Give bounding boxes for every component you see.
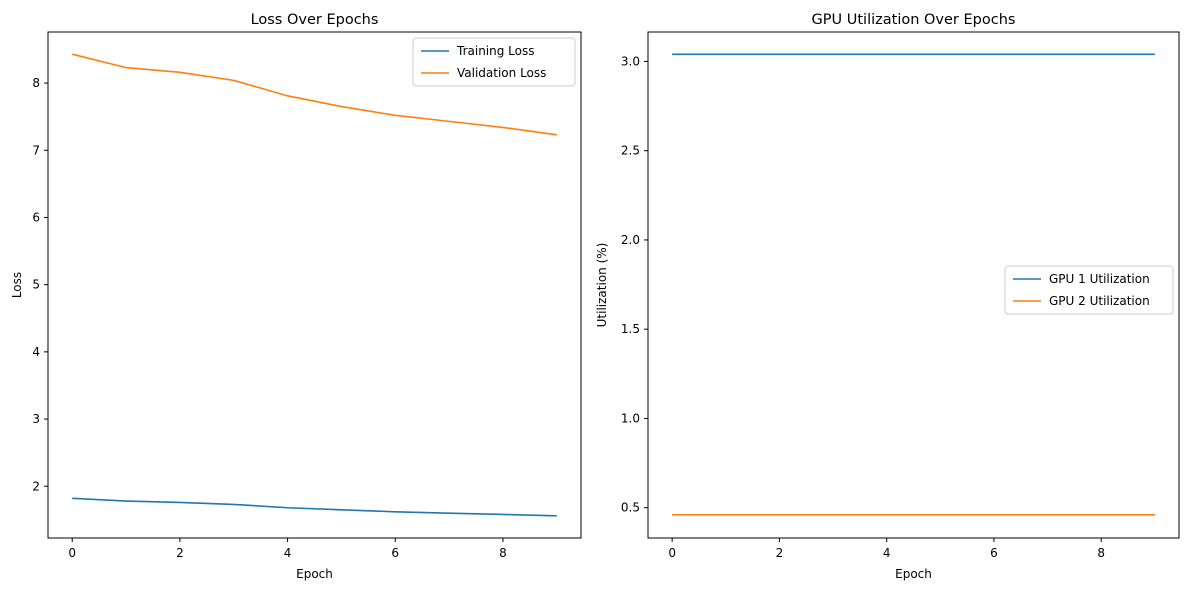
gpu-chart-panel: GPU Utilization Over Epochs 0 2 4 6 8 0.5 1.0… bbox=[595, 12, 1180, 581]
loss-x-axis-label: Epoch bbox=[296, 567, 333, 581]
y-tick-label: 5 bbox=[32, 278, 40, 292]
loss-y-axis-label: Loss bbox=[10, 272, 24, 298]
loss-y-ticks: 2 3 4 5 6 7 8 bbox=[32, 76, 48, 493]
y-tick-label: 3 bbox=[32, 412, 40, 426]
legend-label-gpu-2: GPU 2 Utilization bbox=[1049, 294, 1150, 308]
gpu-y-axis-label: Utilization (%) bbox=[595, 243, 609, 328]
gpu-axes-frame bbox=[647, 31, 1180, 539]
loss-chart-title: Loss Over Epochs bbox=[251, 12, 379, 28]
y-tick-label: 6 bbox=[32, 210, 40, 224]
x-tick-label: 2 bbox=[776, 546, 784, 560]
loss-x-ticks: 0 2 4 6 8 bbox=[68, 538, 507, 560]
legend-label-gpu-1: GPU 1 Utilization bbox=[1049, 272, 1150, 286]
x-tick-label: 8 bbox=[1097, 546, 1105, 560]
series-line-validation-loss bbox=[72, 53, 557, 136]
legend-label-validation-loss: Validation Loss bbox=[457, 66, 546, 80]
x-tick-label: 2 bbox=[176, 546, 184, 560]
x-tick-label: 4 bbox=[284, 546, 292, 560]
y-tick-label: 1.5 bbox=[621, 322, 640, 336]
loss-legend-box bbox=[412, 37, 576, 87]
loss-plot-area bbox=[72, 53, 557, 517]
y-tick-label: 2.0 bbox=[621, 233, 640, 247]
legend-label-training-loss: Training Loss bbox=[456, 44, 534, 58]
gpu-chart-title: GPU Utilization Over Epochs bbox=[812, 12, 1016, 28]
y-tick-label: 2.5 bbox=[621, 144, 640, 158]
x-tick-label: 4 bbox=[883, 546, 891, 560]
gpu-plot-area bbox=[672, 53, 1155, 516]
y-tick-label: 7 bbox=[32, 143, 40, 157]
loss-legend: Training Loss Validation Loss bbox=[412, 37, 576, 87]
series-line-training-loss bbox=[72, 497, 557, 517]
loss-chart-panel: Loss Over Epochs 0 2 4 6 8 2 3 4 5 6 7 8 Epoch Los… bbox=[10, 12, 582, 581]
gpu-legend: GPU 1 Utilization GPU 2 Utilization bbox=[1004, 265, 1174, 315]
y-tick-label: 2 bbox=[32, 479, 40, 493]
y-tick-label: 3.0 bbox=[621, 54, 640, 68]
y-tick-label: 8 bbox=[32, 76, 40, 90]
y-tick-label: 0.5 bbox=[621, 501, 640, 515]
x-tick-label: 0 bbox=[68, 546, 76, 560]
gpu-x-ticks: 0 2 4 6 8 bbox=[668, 538, 1105, 560]
x-tick-label: 0 bbox=[668, 546, 676, 560]
loss-axes-frame bbox=[47, 31, 582, 539]
gpu-legend-box bbox=[1004, 265, 1174, 315]
y-tick-label: 1.0 bbox=[621, 411, 640, 425]
y-tick-label: 4 bbox=[32, 345, 40, 359]
x-tick-label: 6 bbox=[391, 546, 399, 560]
x-tick-label: 8 bbox=[499, 546, 507, 560]
x-tick-label: 6 bbox=[990, 546, 998, 560]
gpu-y-ticks: 0.5 1.0 1.5 2.0 2.5 3.0 bbox=[621, 54, 648, 515]
gpu-x-axis-label: Epoch bbox=[895, 567, 932, 581]
